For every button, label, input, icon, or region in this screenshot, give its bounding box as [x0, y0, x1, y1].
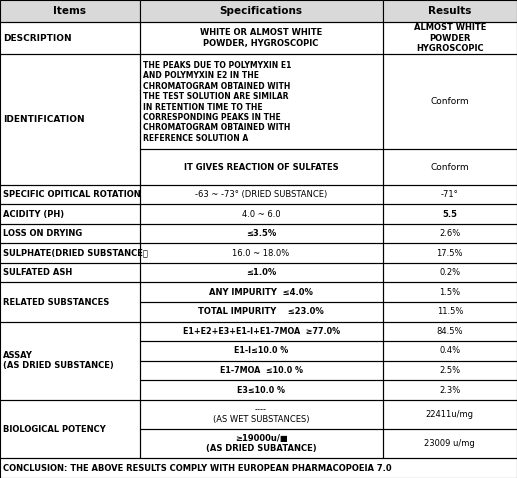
Bar [383, 400, 517, 429]
Text: ALMOST WHITE
POWDER
HYGROSCOPIC: ALMOST WHITE POWDER HYGROSCOPIC [414, 23, 486, 53]
Text: 5.5: 5.5 [442, 209, 458, 218]
Text: ≤3.5%: ≤3.5% [246, 229, 276, 238]
Bar [140, 204, 383, 224]
Text: ≤1.0%: ≤1.0% [246, 268, 276, 277]
Text: RELATED SUBSTANCES: RELATED SUBSTANCES [3, 297, 109, 306]
Text: 2.5%: 2.5% [439, 366, 460, 375]
Text: IT GIVES REACTION OF SULFATES: IT GIVES REACTION OF SULFATES [184, 163, 339, 172]
Bar [0, 243, 140, 263]
Text: ASSAY
(AS DRIED SUBSTANCE): ASSAY (AS DRIED SUBSTANCE) [3, 351, 114, 370]
Text: 2.3%: 2.3% [439, 385, 461, 394]
Text: CONCLUSION: THE ABOVE RESULTS COMPLY WITH EUROPEAN PHARMACOPOEIA 7.0: CONCLUSION: THE ABOVE RESULTS COMPLY WIT… [3, 464, 391, 473]
Bar [140, 263, 383, 282]
Text: ANY IMPURITY  ≤4.0%: ANY IMPURITY ≤4.0% [209, 288, 313, 297]
Text: 22411u/mg: 22411u/mg [426, 410, 474, 419]
Bar [383, 54, 517, 150]
Bar [383, 0, 517, 22]
Text: Items: Items [53, 6, 86, 16]
Text: SULPHATE(DRIED SUBSTANCE）: SULPHATE(DRIED SUBSTANCE） [3, 249, 148, 258]
Bar [0, 185, 140, 204]
Text: 0.4%: 0.4% [439, 347, 460, 356]
Bar [383, 282, 517, 302]
Bar [140, 224, 383, 243]
Bar [140, 185, 383, 204]
Text: 16.0 ~ 18.0%: 16.0 ~ 18.0% [233, 249, 290, 258]
Text: SPECIFIC OPITICAL ROTATION: SPECIFIC OPITICAL ROTATION [3, 190, 141, 199]
Text: Specifications: Specifications [220, 6, 302, 16]
Text: ACIDITY (PH): ACIDITY (PH) [3, 209, 64, 218]
Bar [383, 302, 517, 322]
Bar [383, 361, 517, 380]
Text: 4.0 ~ 6.0: 4.0 ~ 6.0 [242, 209, 280, 218]
Bar [140, 243, 383, 263]
Bar [0, 0, 140, 22]
Bar [383, 0, 517, 22]
Bar [140, 361, 383, 380]
Bar [0, 322, 140, 400]
Bar [383, 322, 517, 341]
Text: -71°: -71° [441, 190, 459, 199]
Text: 23009 u/mg: 23009 u/mg [424, 439, 475, 448]
Bar [383, 204, 517, 224]
Text: THE PEAKS DUE TO POLYMYXIN E1
AND POLYMYXIN E2 IN THE
CHROMATOGRAM OBTAINED WITH: THE PEAKS DUE TO POLYMYXIN E1 AND POLYMY… [143, 61, 291, 143]
Bar [140, 54, 383, 150]
Bar [383, 380, 517, 400]
Bar [0, 54, 140, 185]
Text: Conform: Conform [431, 98, 469, 107]
Text: 11.5%: 11.5% [436, 307, 463, 316]
Text: TOTAL IMPURITY    ≤23.0%: TOTAL IMPURITY ≤23.0% [198, 307, 324, 316]
Text: 84.5%: 84.5% [436, 327, 463, 336]
Text: Conform: Conform [431, 163, 469, 172]
Text: 2.6%: 2.6% [439, 229, 461, 238]
Text: ----
(AS WET SUBSTANCES): ---- (AS WET SUBSTANCES) [213, 405, 309, 424]
Bar [0, 22, 140, 54]
Bar [0, 224, 140, 243]
Bar [140, 0, 383, 22]
Bar [140, 302, 383, 322]
Bar [383, 185, 517, 204]
Bar [383, 150, 517, 185]
Bar [0, 400, 140, 458]
Bar [140, 282, 383, 302]
Bar [140, 0, 383, 22]
Bar [140, 150, 383, 185]
Bar [383, 22, 517, 54]
Bar [140, 380, 383, 400]
Bar [0, 263, 140, 282]
Text: ≥19000u/■
(AS DRIED SUBATANCE): ≥19000u/■ (AS DRIED SUBATANCE) [206, 434, 316, 454]
Bar [140, 429, 383, 458]
Bar [0, 282, 140, 322]
Text: SULFATED ASH: SULFATED ASH [3, 268, 72, 277]
Bar [383, 263, 517, 282]
Bar [0, 0, 140, 22]
Bar [383, 341, 517, 361]
Text: 0.2%: 0.2% [439, 268, 460, 277]
Text: E1-7MOA  ≤10.0 %: E1-7MOA ≤10.0 % [220, 366, 302, 375]
Text: WHITE OR ALMOST WHITE
POWDER, HYGROSCOPIC: WHITE OR ALMOST WHITE POWDER, HYGROSCOPI… [200, 28, 322, 48]
Text: 17.5%: 17.5% [436, 249, 463, 258]
Bar [0, 204, 140, 224]
Bar [383, 243, 517, 263]
Bar [140, 400, 383, 429]
Text: E3≤10.0 %: E3≤10.0 % [237, 385, 285, 394]
Bar [383, 224, 517, 243]
Text: E1-I≤10.0 %: E1-I≤10.0 % [234, 347, 288, 356]
Text: LOSS ON DRYING: LOSS ON DRYING [3, 229, 82, 238]
Bar [0, 458, 517, 478]
Text: IDENTIFICATION: IDENTIFICATION [3, 115, 85, 124]
Text: DESCRIPTION: DESCRIPTION [3, 33, 72, 43]
Bar [140, 22, 383, 54]
Bar [140, 322, 383, 341]
Text: E1+E2+E3+E1-I+E1-7MOA  ≥77.0%: E1+E2+E3+E1-I+E1-7MOA ≥77.0% [183, 327, 340, 336]
Text: -63 ~ -73° (DRIED SUBSTANCE): -63 ~ -73° (DRIED SUBSTANCE) [195, 190, 327, 199]
Text: 1.5%: 1.5% [439, 288, 460, 297]
Bar [383, 429, 517, 458]
Text: BIOLOGICAL POTENCY: BIOLOGICAL POTENCY [3, 424, 106, 434]
Bar [140, 341, 383, 361]
Text: Results: Results [428, 6, 472, 16]
